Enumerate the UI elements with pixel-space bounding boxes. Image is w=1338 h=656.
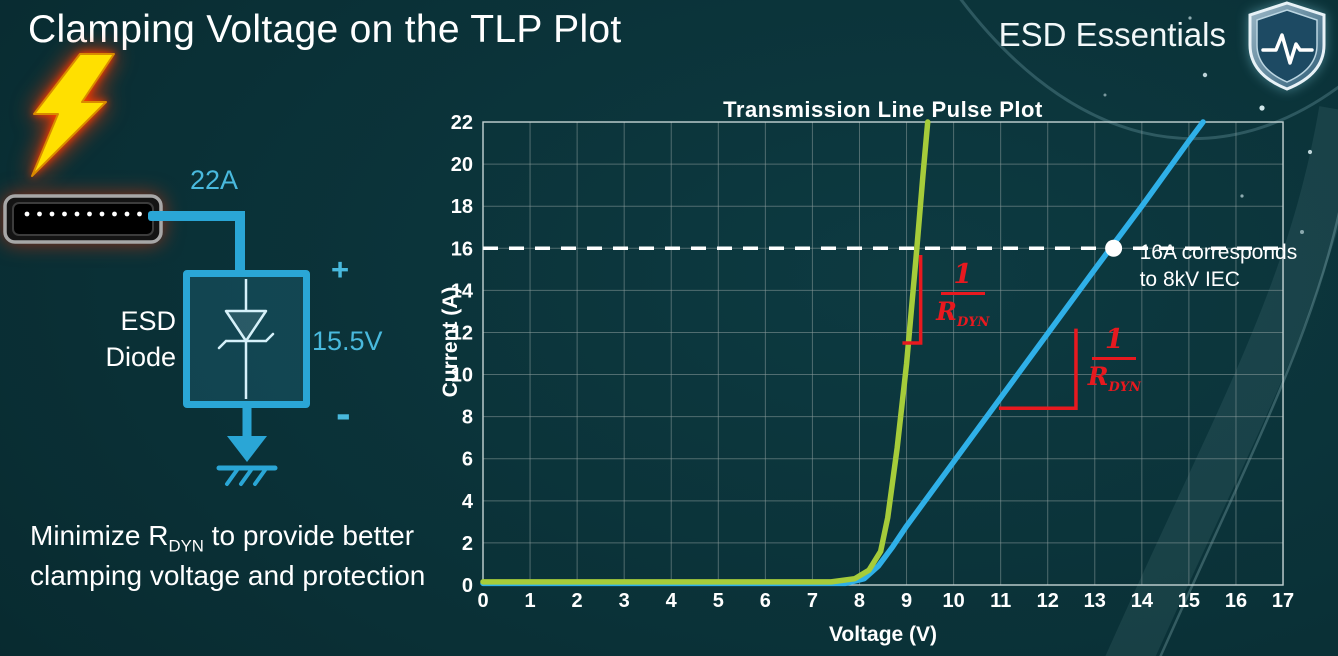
wire-vertical bbox=[235, 211, 245, 275]
y-tick-label: 16 bbox=[451, 238, 473, 260]
hdmi-connector bbox=[3, 194, 163, 244]
x-tick-label: 0 bbox=[477, 590, 488, 612]
y-tick-label: 20 bbox=[451, 154, 473, 176]
y-tick-label: 0 bbox=[462, 575, 473, 597]
fraction-numerator: 1 bbox=[953, 258, 973, 290]
series-curve-0 bbox=[480, 119, 1206, 587]
rdyn-slope-blue bbox=[998, 328, 1078, 410]
series-curve-1 bbox=[480, 119, 931, 585]
y-tick-label: 14 bbox=[451, 280, 474, 302]
surge-current-label: 22A bbox=[190, 165, 239, 195]
y-tick-label: 4 bbox=[462, 491, 474, 513]
marker-dot bbox=[1105, 239, 1123, 257]
x-tick-label: 12 bbox=[1037, 590, 1059, 612]
y-tick-label: 8 bbox=[462, 407, 473, 429]
x-tick-label: 10 bbox=[942, 590, 964, 612]
component-name: ESD Diode bbox=[84, 304, 176, 375]
plot-frame bbox=[482, 121, 1284, 586]
fraction-denominator: RDYN bbox=[1087, 362, 1141, 396]
x-tick-label: 14 bbox=[1131, 590, 1154, 612]
x-tick-label: 5 bbox=[713, 590, 724, 612]
x-tick-label: 7 bbox=[807, 590, 818, 612]
hdmi-pins bbox=[24, 211, 142, 217]
marker-label-line1: 16A corresponds bbox=[1139, 241, 1298, 265]
wire-horizontal bbox=[148, 211, 245, 221]
x-tick-label: 9 bbox=[901, 590, 912, 612]
fraction-bar bbox=[1092, 357, 1137, 361]
brand-text: ESD Essentials bbox=[998, 16, 1226, 53]
y-tick-label: 10 bbox=[451, 365, 473, 387]
x-axis-label: Voltage (V) bbox=[828, 623, 938, 646]
y-tick-label: 2 bbox=[462, 533, 473, 555]
note-suffix: to provide better clamping voltage and p… bbox=[30, 520, 426, 591]
y-tick-label: 18 bbox=[451, 196, 473, 218]
lightning-bolt-icon bbox=[31, 53, 115, 177]
y-tick-label: 22 bbox=[451, 112, 473, 134]
rdyn-slope-blue-fraction: 1 RDYN bbox=[1086, 326, 1142, 395]
clamping-voltage-label: 15.5V bbox=[312, 326, 383, 356]
fraction-denominator: RDYN bbox=[936, 296, 990, 330]
rdyn-slope-green-fraction: 1 RDYN bbox=[935, 261, 991, 330]
page-title: Clamping Voltage on the TLP Plot bbox=[28, 8, 622, 51]
note-prefix: Minimize R bbox=[30, 520, 169, 551]
x-tick-label: 16 bbox=[1225, 590, 1247, 612]
y-tick-label: 6 bbox=[462, 449, 473, 471]
x-tick-label: 13 bbox=[1084, 590, 1106, 612]
shield-logo-icon bbox=[1248, 1, 1326, 91]
plus-polarity-label: + bbox=[331, 252, 350, 287]
x-tick-label: 3 bbox=[619, 590, 630, 612]
x-tick-label: 2 bbox=[572, 590, 583, 612]
rdyn-slope-green bbox=[902, 254, 923, 345]
marker-label-line2: to 8kV IEC bbox=[1139, 267, 1240, 291]
x-tick-label: 1 bbox=[524, 590, 535, 612]
x-tick-label: 15 bbox=[1178, 590, 1200, 612]
zener-diode-symbol bbox=[217, 279, 275, 399]
fraction-numerator: 1 bbox=[1104, 324, 1124, 356]
component-name-line1: ESD bbox=[120, 306, 176, 336]
component-name-line2: Diode bbox=[105, 341, 176, 372]
note-text: Minimize RDYN to provide better clamping… bbox=[30, 518, 432, 595]
fraction-bar bbox=[940, 291, 985, 295]
x-tick-label: 4 bbox=[666, 590, 678, 612]
y-axis-label: Current (A) bbox=[439, 286, 462, 398]
note-subscript: DYN bbox=[168, 536, 204, 556]
marker-annotation-label: 16A corresponds to 8kV IEC bbox=[1140, 240, 1298, 293]
esd-diode-box bbox=[183, 270, 310, 408]
tlp-plot-canvas: 0 1 2 3 4 5 6 7 8 9 10 11 12 13 14 15 16 1702468101214161… bbox=[451, 112, 1294, 612]
x-tick-label: 17 bbox=[1272, 590, 1294, 612]
minus-polarity-label: - bbox=[336, 389, 351, 438]
x-tick-label: 8 bbox=[854, 590, 865, 612]
x-tick-label: 6 bbox=[760, 590, 771, 612]
ground-symbol bbox=[216, 404, 278, 486]
chart-title: Transmission Line Pulse Plot bbox=[723, 97, 1043, 122]
x-tick-label: 11 bbox=[990, 590, 1011, 612]
y-tick-label: 12 bbox=[451, 322, 473, 344]
